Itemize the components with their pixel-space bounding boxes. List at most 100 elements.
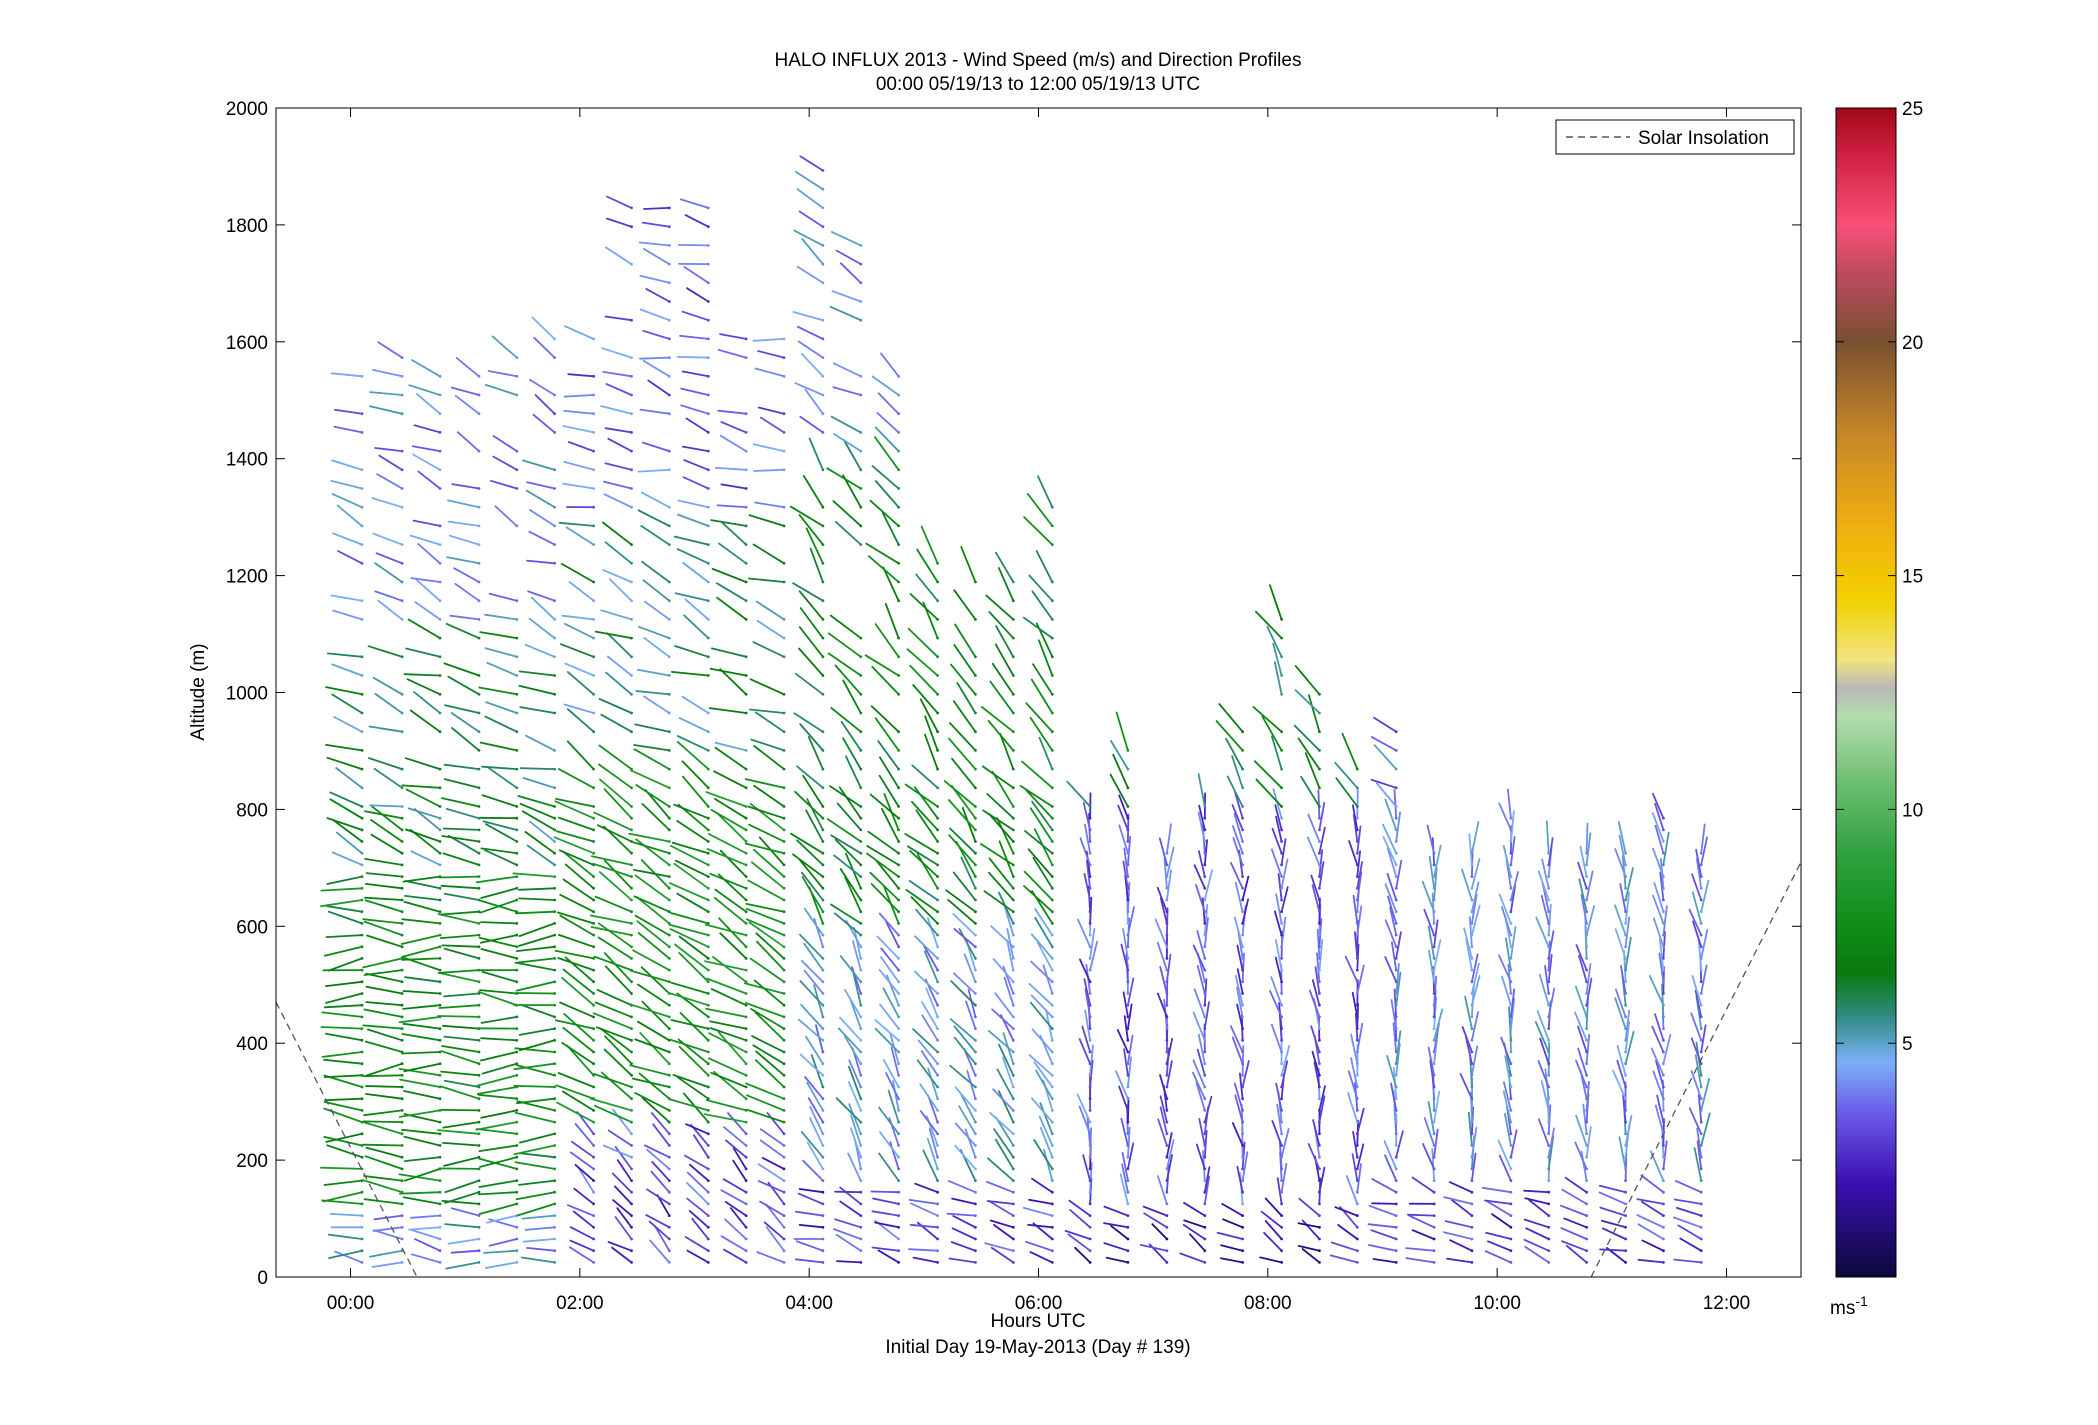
wind-barb: [441, 835, 480, 843]
wind-barb-origin: [1165, 1062, 1169, 1066]
wind-barb: [476, 1086, 518, 1095]
wind-barb: [323, 1107, 363, 1123]
wind-barb: [714, 741, 747, 752]
wind-barb: [484, 647, 518, 658]
wind-barb: [562, 1090, 595, 1112]
wind-barb-origin: [1624, 1097, 1627, 1101]
wind-barb-origin: [1432, 1190, 1436, 1194]
wind-barb-origin: [744, 1155, 748, 1159]
wind-barb-origin: [821, 1202, 825, 1206]
wind-barb-origin: [477, 374, 481, 378]
wind-barb: [804, 1076, 824, 1100]
wind-barb-origin: [1509, 1179, 1513, 1182]
wind-barb: [479, 899, 518, 914]
wind-barb-origin: [1126, 1132, 1130, 1136]
wind-barb-origin: [706, 468, 710, 472]
wind-barb-origin: [477, 711, 481, 715]
wind-barb: [800, 1003, 824, 1030]
wind-barb: [1662, 1140, 1668, 1170]
wind-barb-origin: [667, 1214, 671, 1217]
wind-barb: [724, 1201, 747, 1217]
wind-barb-origin: [1203, 1167, 1207, 1171]
wind-barb-origin: [782, 1214, 786, 1217]
wind-barb: [800, 352, 824, 378]
wind-barb-origin: [859, 1144, 863, 1147]
wind-barb-origin: [974, 1085, 977, 1089]
wind-barb: [1042, 964, 1054, 995]
wind-barb-origin: [744, 1050, 748, 1054]
wind-barb: [596, 989, 633, 1007]
wind-barb-origin: [1394, 1190, 1398, 1194]
wind-barb: [559, 914, 595, 936]
wind-barb-origin: [782, 1073, 786, 1077]
wind-barb-origin: [515, 393, 519, 397]
wind-barb: [1427, 925, 1435, 960]
wind-barb-origin: [1050, 863, 1054, 867]
wind-barb-origin: [821, 1062, 825, 1066]
wind-barb: [1443, 1196, 1473, 1205]
wind-barb-origin: [706, 393, 710, 397]
wind-barb: [437, 1015, 480, 1018]
wind-barb: [446, 556, 480, 565]
wind-barb-origin: [400, 1167, 404, 1171]
wind-barb: [928, 1128, 939, 1159]
wind-barb: [1275, 939, 1283, 971]
wind-barb: [614, 1216, 633, 1240]
wind-barb-origin: [1699, 1144, 1703, 1147]
wind-barb-origin: [1509, 1155, 1513, 1159]
y-tick-label: 400: [236, 1034, 268, 1055]
wind-barb: [1345, 1175, 1359, 1205]
wind-barb-origin: [1585, 1190, 1588, 1194]
wind-barb: [752, 543, 785, 565]
wind-barb: [637, 1020, 671, 1042]
wind-barb-origin: [1624, 1155, 1627, 1159]
wind-barb-origin: [1280, 828, 1283, 832]
wind-barb: [637, 509, 671, 527]
wind-barb: [526, 481, 556, 490]
wind-barb-origin: [630, 1015, 633, 1019]
wind-barb: [1116, 1029, 1129, 1053]
wind-barb-origin: [744, 1027, 748, 1030]
wind-barb: [440, 1050, 480, 1065]
wind-barb-origin: [1318, 968, 1321, 972]
wind-barb-origin: [859, 828, 863, 832]
wind-barb: [1448, 1181, 1473, 1194]
wind-barb-origin: [515, 980, 519, 984]
wind-barb-origin: [667, 851, 671, 855]
wind-barb: [1653, 882, 1665, 913]
wind-barb-origin: [1088, 1261, 1092, 1264]
wind-barb-origin: [1547, 933, 1551, 937]
wind-barb: [481, 794, 518, 808]
wind-barb-origin: [706, 1261, 710, 1264]
wind-barb: [442, 1121, 480, 1129]
wind-barb: [1618, 834, 1627, 866]
wind-barb-origin: [1318, 898, 1321, 902]
wind-barb-origin: [821, 187, 825, 191]
wind-barb: [377, 599, 404, 621]
wind-barb-origin: [630, 1038, 633, 1042]
wind-barb: [1429, 1059, 1435, 1088]
wind-barb-origin: [1050, 1073, 1054, 1077]
wind-barb: [1103, 1242, 1129, 1252]
wind-barb-origin: [515, 840, 519, 843]
wind-barb-origin: [1280, 618, 1283, 621]
wind-barb: [437, 971, 480, 983]
wind-barb: [1525, 1227, 1550, 1240]
wind-barb: [1159, 1095, 1168, 1123]
wind-barb-origin: [1318, 840, 1321, 843]
wind-barb: [1640, 1174, 1665, 1194]
wind-barb: [1500, 1036, 1512, 1065]
wind-barb-origin: [553, 1132, 556, 1136]
wind-barb: [640, 966, 671, 995]
wind-barb-origin: [477, 1038, 481, 1042]
wind-barb: [796, 265, 824, 284]
wind-barb: [604, 1035, 633, 1065]
wind-barb: [440, 910, 480, 916]
wind-barb-origin: [1050, 1214, 1054, 1217]
wind-barb-origin: [1126, 968, 1130, 972]
wind-barb-origin: [477, 1085, 481, 1089]
wind-barb-origin: [1126, 1073, 1130, 1077]
wind-barb: [409, 709, 441, 733]
wind-barb-origin: [1585, 1073, 1588, 1077]
wind-barb: [915, 809, 939, 843]
